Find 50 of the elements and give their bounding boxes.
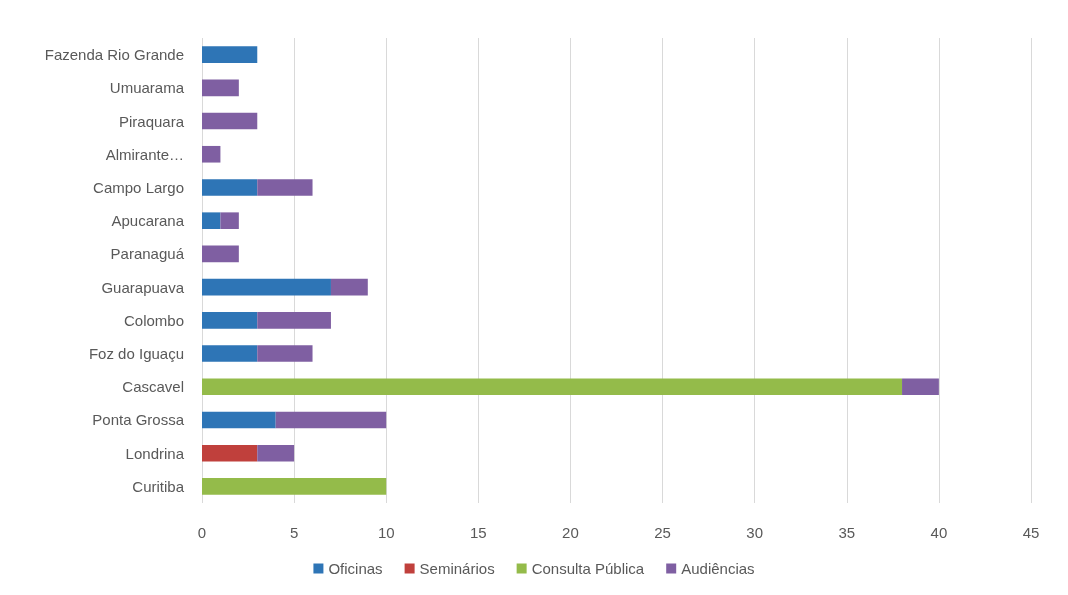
bar	[220, 212, 239, 229]
y-tick-label: Apucarana	[111, 212, 185, 230]
y-tick-label: Fazenda Rio Grande	[44, 46, 184, 64]
x-tick-label: 10	[377, 524, 395, 541]
y-tick-label: Paranaguá	[110, 245, 185, 263]
bar	[202, 112, 258, 130]
y-tick-label: Londrina	[125, 444, 185, 462]
x-tick-label: 5	[289, 524, 299, 541]
x-tick-label: 45	[1022, 524, 1040, 541]
bar	[902, 378, 939, 396]
legend-label: Oficinas	[328, 560, 383, 577]
bar	[202, 79, 239, 97]
bar	[275, 411, 387, 429]
bar	[202, 478, 387, 495]
x-tick-label: 15	[469, 524, 487, 541]
y-tick-label: Curitiba	[132, 477, 185, 495]
x-tick-label: 40	[930, 524, 948, 541]
bar	[257, 345, 313, 362]
bar	[202, 145, 221, 163]
y-tick-label: Cascavel	[122, 378, 184, 396]
bar	[330, 278, 368, 296]
y-tick-label: Piraquara	[118, 112, 185, 130]
x-tick-label: 0	[197, 524, 207, 541]
y-tick-label: Umuarama	[109, 79, 185, 97]
bar	[202, 444, 258, 462]
y-tick-label: Guarapuava	[101, 278, 185, 296]
bar	[202, 179, 258, 196]
y-tick-label: Colombo	[123, 311, 184, 329]
x-tick-label: 30	[746, 524, 764, 541]
x-tick-label: 35	[838, 524, 856, 541]
bar	[257, 444, 295, 462]
bar	[257, 312, 331, 329]
y-tick-label: Campo Largo	[93, 178, 184, 196]
x-tick-label: 20	[562, 524, 579, 541]
legend-label: Consulta Pública	[531, 560, 645, 577]
bar	[257, 179, 313, 196]
bar	[202, 312, 258, 329]
legend-label: Seminários	[419, 560, 495, 577]
y-tick-label: Foz do Iguaçu	[88, 345, 184, 363]
legend-label: Audiências	[681, 560, 755, 577]
bar	[202, 378, 903, 396]
y-tick-label: Ponta Grossa	[92, 411, 185, 429]
bar	[202, 245, 239, 263]
x-tick-label: 25	[654, 524, 671, 541]
bar	[202, 411, 276, 429]
bar	[202, 345, 258, 362]
bar	[202, 212, 221, 229]
y-tick-label: Almirante…	[105, 145, 184, 163]
bar	[202, 278, 331, 296]
bar	[202, 46, 258, 63]
